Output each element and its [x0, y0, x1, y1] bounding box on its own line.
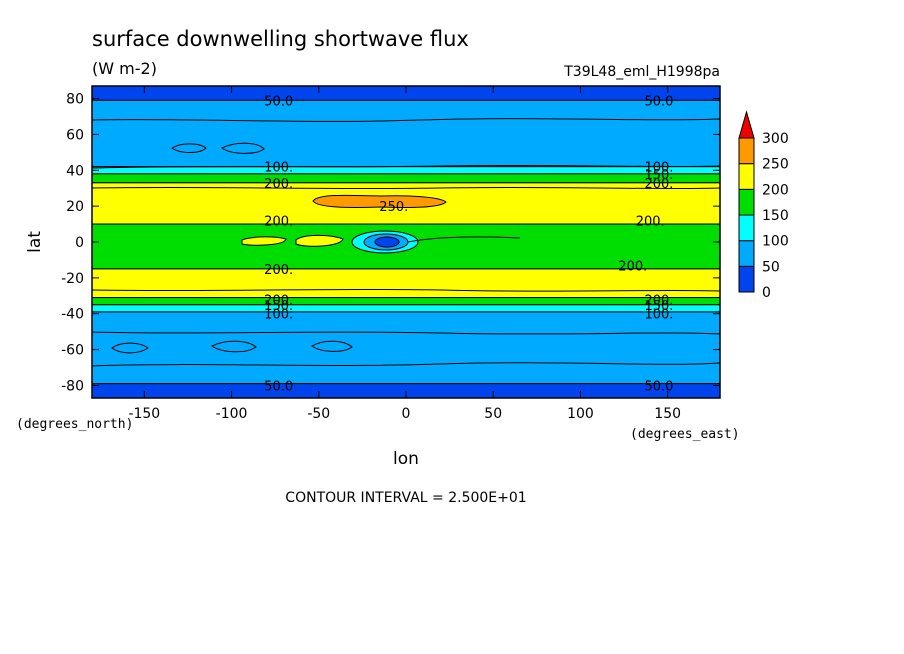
legend-overflow-arrow	[738, 110, 755, 139]
contour-interval-note: CONTOUR INTERVAL = 2.500E+01	[285, 490, 526, 506]
chart-units: (W m-2)	[92, 59, 157, 78]
contour-label-8: 200.	[264, 214, 293, 229]
contour-label-18: 50.0	[264, 379, 293, 394]
contour-label-17: 100.	[644, 308, 673, 323]
contour-blob-south-3	[111, 342, 149, 354]
x-tick-label-5: 100	[567, 406, 594, 422]
band-1	[91, 99, 721, 168]
y-tick-label-0: 80	[66, 92, 84, 108]
contour-label-16: 100.	[264, 308, 293, 323]
x-tick-label-4: 50	[484, 406, 502, 422]
contour-250-region	[312, 194, 447, 208]
x-tick-label-2: -50	[307, 406, 330, 422]
contour-label-4: 150.	[644, 168, 673, 183]
band-3	[91, 173, 721, 184]
contour-line-south-mid	[91, 331, 721, 335]
legend-swatch-2	[738, 214, 755, 242]
contour-blob-north-2	[221, 142, 265, 154]
x-axis-unit: (degrees_east)	[630, 427, 740, 442]
y-tick-label-8: -80	[61, 378, 84, 394]
y-tick-label-4: 0	[75, 235, 84, 251]
contour-line-south-high	[91, 362, 721, 367]
axis-ticks: -150 -100 -50 0 50 100 150 80 60 40 20 0 -20 -40 -60 -8…	[61, 86, 720, 422]
contour-label-15: 150.	[644, 299, 673, 314]
x-tick-label-3: 0	[402, 406, 411, 422]
legend-label-5: 250	[762, 157, 789, 173]
band-7	[91, 297, 721, 306]
y-tick-label-2: 40	[66, 163, 84, 179]
legend-swatch-3	[738, 188, 755, 216]
legend-label-4: 200	[762, 182, 789, 198]
contour-label-19: 50.0	[644, 379, 673, 394]
contour-label-2: 100.	[264, 161, 293, 176]
chart-title: surface downwelling shortwave flux	[92, 27, 469, 51]
y-tick-label-5: -20	[61, 271, 84, 287]
contour-line-north-mid	[91, 164, 721, 169]
y-tick-label-7: -60	[61, 343, 84, 359]
contour-label-9: 200.	[636, 214, 665, 229]
legend-swatch-0	[738, 265, 755, 293]
color-legend: 0 50 100 150 200 250 300	[738, 110, 789, 301]
x-tick-label-6: 150	[654, 406, 681, 422]
contour-blob-north-1	[171, 143, 207, 153]
contour-label-7: 250.	[379, 200, 408, 215]
contour-label-5: 200.	[264, 177, 293, 192]
contour-line-north-high	[91, 118, 721, 122]
contour-line-south-yellow	[91, 288, 721, 292]
y-tick-label-1: 60	[66, 127, 84, 143]
contour-label-11: 200.	[618, 259, 647, 274]
run-label: T39L48_eml_H1998pa	[563, 64, 720, 80]
legend-swatch-5	[738, 137, 755, 165]
contour-label-1: 50.0	[644, 94, 673, 109]
contour-low-50	[374, 236, 400, 248]
contour-200-island-mid	[295, 234, 344, 247]
y-tick-label-6: -40	[61, 307, 84, 323]
band-8	[91, 304, 721, 313]
legend-label-3: 150	[762, 208, 789, 224]
band-2	[91, 166, 721, 175]
x-tick-label-1: -100	[216, 406, 248, 422]
legend-label-6: 300	[762, 131, 789, 147]
y-axis-label: lat	[25, 231, 45, 253]
contour-line-north-yellow	[91, 186, 721, 190]
contour-label-3: 100.	[644, 161, 673, 176]
contour-200-island-west	[241, 236, 287, 246]
y-tick-label-3: 20	[66, 199, 84, 215]
contour-label-10: 200.	[264, 263, 293, 278]
legend-label-0: 0	[762, 285, 771, 301]
contour-blob-south-1	[211, 340, 257, 353]
legend-swatch-4	[738, 163, 755, 190]
contour-line-equator-east	[407, 236, 521, 243]
contour-label-12: 200.	[264, 293, 293, 308]
x-tick-label-0: -150	[128, 406, 160, 422]
contour-label-0: 50.0	[264, 94, 293, 109]
y-axis-unit: (degrees_north)	[16, 417, 133, 432]
band-9	[91, 311, 721, 385]
x-axis-label: lon	[393, 449, 419, 469]
contour-label-14: 150.	[264, 299, 293, 314]
legend-label-2: 100	[762, 234, 789, 250]
contour-label-13: 200.	[644, 293, 673, 308]
legend-label-1: 50	[762, 259, 780, 275]
legend-swatch-1	[738, 240, 755, 267]
contour-blob-south-2	[311, 340, 353, 352]
contour-label-6: 200.	[644, 177, 673, 192]
